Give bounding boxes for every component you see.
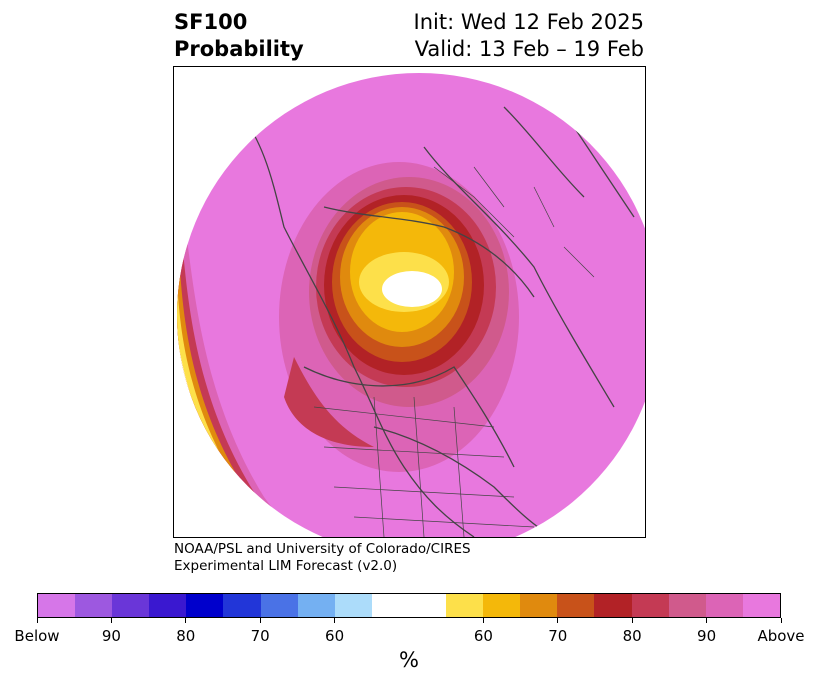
colorbar-swatch: [483, 594, 521, 617]
colorbar-swatch: [594, 594, 632, 617]
colorbar-tick-label: 60: [473, 627, 493, 645]
extension-80: [284, 357, 374, 447]
colorbar: [37, 593, 781, 618]
credit-line-1: NOAA/PSL and University of Colorado/CIRE…: [174, 541, 471, 557]
colorbar-swatch: [520, 594, 558, 617]
colorbar-swatch: [408, 594, 447, 617]
variable-name: SF100: [174, 10, 248, 34]
colorbar-swatch: [705, 594, 743, 617]
colorbar-tick-mark: [631, 618, 633, 623]
colorbar-tick-label: 70: [250, 627, 270, 645]
colorbar-swatch: [223, 594, 261, 617]
colorbar-tick-mark: [185, 618, 187, 623]
colorbar-tick-label: 90: [697, 627, 717, 645]
colorbar-swatch: [742, 594, 780, 617]
colorbar-swatch: [297, 594, 335, 617]
valid-range: Valid: 13 Feb – 19 Feb: [414, 37, 644, 61]
colorbar-tick-label: 60: [325, 627, 345, 645]
colorbar-tick-mark: [482, 618, 484, 623]
colorbar-tick-mark: [334, 618, 336, 623]
colorbar-swatch: [112, 594, 150, 617]
colorbar-unit: %: [399, 648, 419, 672]
init-date: Init: Wed 12 Feb 2025: [413, 10, 644, 34]
forecast-map: [177, 73, 645, 537]
colorbar-tick-mark: [36, 618, 38, 623]
colorbar-tick-mark: [780, 618, 782, 623]
colorbar-swatch: [334, 594, 372, 617]
colorbar-tick-mark: [706, 618, 708, 623]
colorbar-tick-mark: [259, 618, 261, 623]
credit-line-2: Experimental LIM Forecast (v2.0): [174, 558, 398, 574]
colorbar-tick-label: Below: [14, 627, 60, 645]
colorbar-swatch: [75, 594, 113, 617]
borders: [313, 166, 595, 537]
colorbar-swatch: [260, 594, 298, 617]
title-left: SF100 Probability: [174, 9, 304, 63]
colorbar-swatch: [371, 594, 409, 617]
product-name: Probability: [174, 37, 304, 61]
colorbar-tick-mark: [557, 618, 559, 623]
colorbar-swatch: [631, 594, 669, 617]
colorbar-tick-label: 80: [622, 627, 642, 645]
credit: NOAA/PSL and University of Colorado/CIRE…: [174, 541, 471, 575]
colorbar-tick-label: 80: [176, 627, 196, 645]
colorbar-swatch: [149, 594, 187, 617]
colorbar-swatch: [38, 594, 76, 617]
colorbar-tick-label: 90: [101, 627, 121, 645]
title-right: Init: Wed 12 Feb 2025 Valid: 13 Feb – 19…: [414, 9, 644, 63]
colorbar-swatch: [668, 594, 706, 617]
blob-near-normal: [382, 271, 442, 307]
colorbar-tick-mark: [110, 618, 112, 623]
colorbar-tick-label: Above: [757, 627, 805, 645]
colorbar-tick-label: 70: [548, 627, 568, 645]
colorbar-swatch: [186, 594, 224, 617]
colorbar-swatch: [446, 594, 484, 617]
map-panel: [173, 66, 646, 538]
colorbar-swatch: [557, 594, 595, 617]
